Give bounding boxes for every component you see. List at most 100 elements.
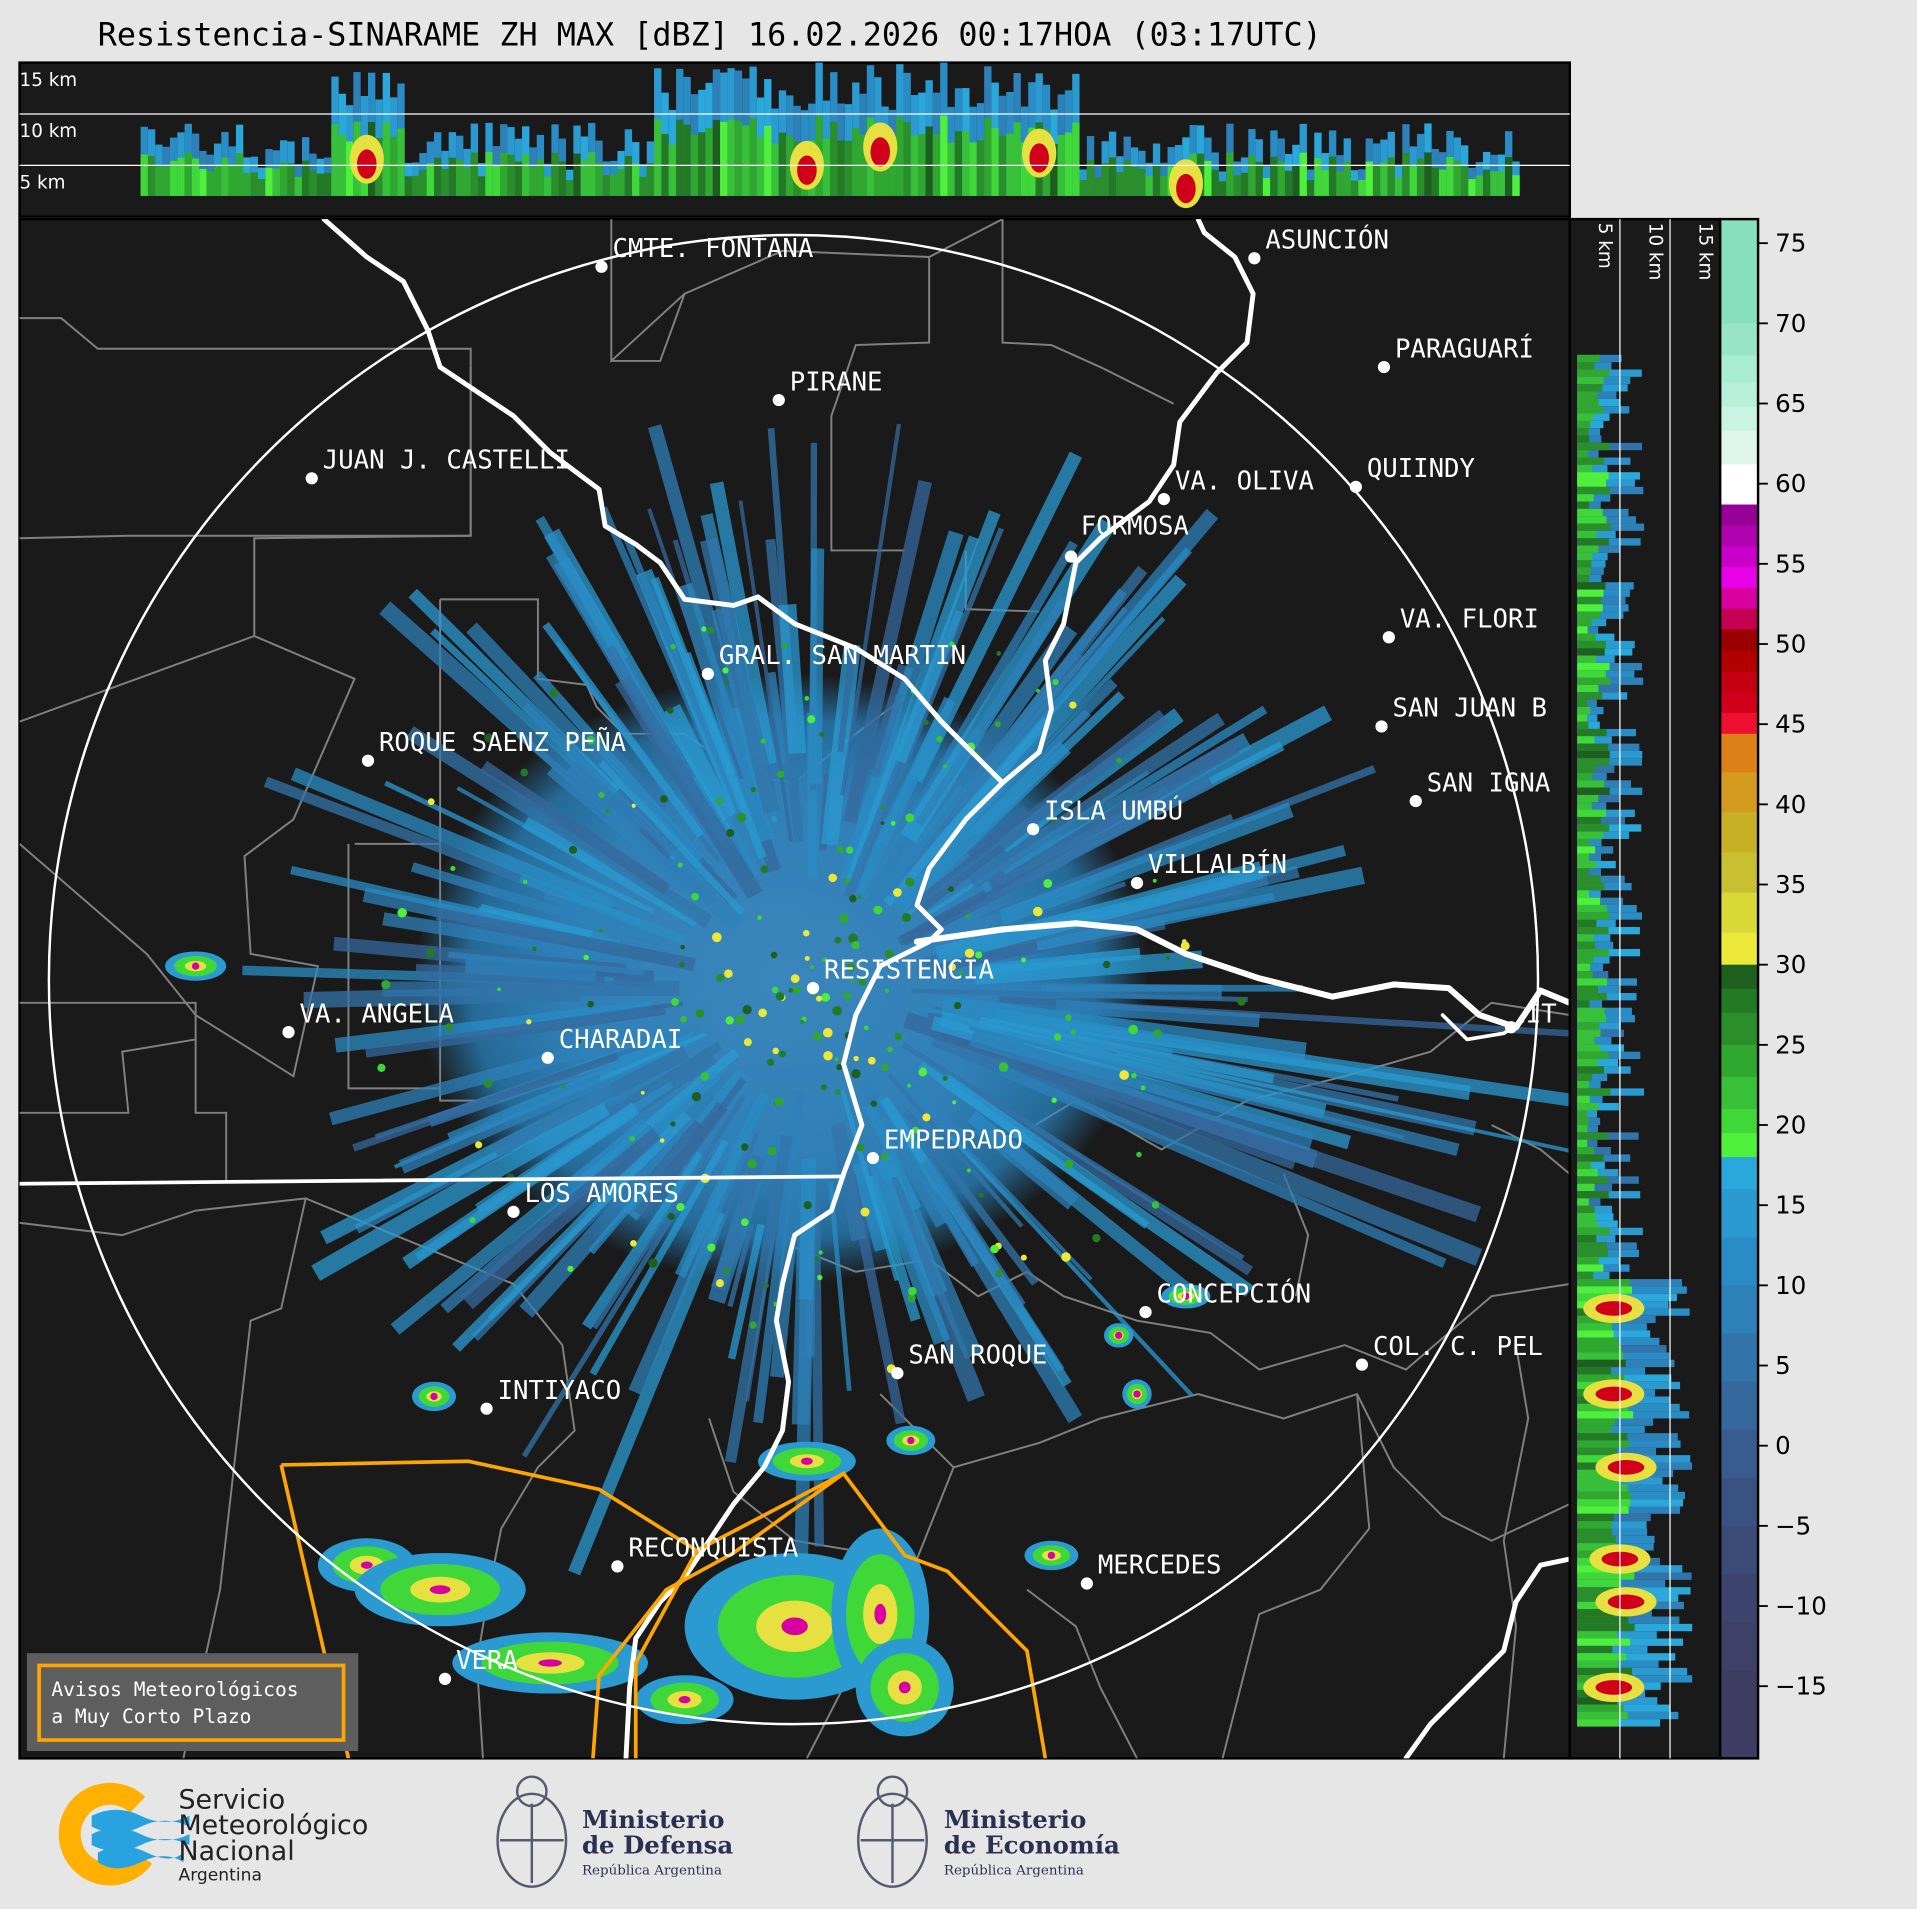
city-marker[interactable]: CONCEPCIÓN (1139, 1277, 1311, 1319)
warning-button[interactable]: Avisos Meteorológicos a Muy Corto Plazo (26, 1653, 359, 1752)
echo-column (617, 168, 625, 196)
height-label-5km: 5 km (20, 173, 66, 194)
city-label: CMTE. FONTANA (613, 234, 814, 264)
echo-cell (604, 808, 610, 814)
echo-streak (859, 1080, 948, 1228)
city-marker[interactable]: QUIINDY (1349, 454, 1475, 493)
echo-row (1577, 1081, 1589, 1089)
colorbar-band (1720, 988, 1759, 1014)
echo-column (199, 168, 207, 196)
echo-row (1577, 1418, 1616, 1426)
city-marker[interactable]: COL. C. PEL (1355, 1332, 1543, 1371)
echo-cell (701, 626, 707, 632)
city-marker[interactable]: RECONQUISTA (611, 1534, 798, 1573)
city-marker[interactable]: SAN JUAN B (1375, 694, 1547, 733)
city-marker[interactable]: MERCEDES (1080, 1551, 1222, 1590)
echo-row (1577, 1154, 1604, 1162)
echo-cell (848, 933, 858, 944)
echo-streak (724, 1134, 793, 1464)
echo-cell (1136, 1151, 1142, 1158)
city-label: LOS AMORES (524, 1179, 678, 1209)
echo-cell (483, 1079, 493, 1088)
storm-core (801, 1457, 813, 1465)
city-marker[interactable]: CHARADAI (541, 1025, 683, 1064)
colorbar-band (1720, 852, 1759, 894)
echo-core (1607, 1460, 1645, 1475)
city-marker[interactable]: LOS AMORES (507, 1179, 679, 1218)
city-marker[interactable]: VILLALBÍN (1130, 848, 1287, 890)
city-marker[interactable]: CMTE. FONTANA (595, 234, 813, 273)
echo-cell (851, 941, 860, 950)
city-marker[interactable]: EMPEDRADO (866, 1125, 1023, 1165)
echo-column (1086, 159, 1095, 196)
city-marker[interactable]: ISLA UMBÚ (1026, 794, 1183, 836)
city-marker[interactable]: ASUNCIÓN (1248, 223, 1389, 265)
echo-column (1079, 180, 1087, 196)
echo-cell (1180, 941, 1190, 951)
echo-row (1577, 1022, 1599, 1030)
city-marker[interactable]: VA. ANGELA (282, 999, 454, 1039)
echo-column (639, 176, 647, 196)
echo-cell (1128, 1024, 1139, 1035)
city-marker[interactable]: ROQUE SAENZ PEÑA (361, 726, 626, 767)
city-marker[interactable]: PIRANE (772, 367, 883, 407)
echo-column (903, 122, 911, 196)
echo-column (954, 131, 963, 196)
echo-streak (352, 1052, 619, 1152)
echo-column (566, 180, 574, 196)
echo-row (1577, 472, 1640, 480)
echo-row (1577, 1169, 1619, 1177)
echo-streak (808, 548, 825, 784)
city-marker[interactable]: PARAGUARÍ (1377, 332, 1534, 374)
city-marker[interactable]: SAN ROQUE (891, 1340, 1047, 1380)
echo-column (668, 144, 677, 196)
side-height-label-10km: 10 km (1644, 223, 1665, 281)
echo-cell (942, 1075, 948, 1081)
echo-cell (1043, 878, 1053, 889)
city-marker[interactable]: VA. FLORI (1382, 604, 1539, 644)
echo-core (797, 155, 817, 185)
echo-cell (549, 688, 559, 697)
echo-streak (840, 423, 902, 796)
city-marker[interactable]: VA. OLIVA (1157, 466, 1314, 506)
echo-cell (667, 707, 674, 714)
city-marker[interactable]: FORMOSA (1064, 512, 1189, 563)
city-marker[interactable]: GRAL. SAN MARTIN (701, 641, 966, 681)
city-marker[interactable]: VERA (438, 1646, 518, 1685)
city-marker[interactable]: RESISTENCIA (806, 955, 994, 995)
echo-column (279, 162, 288, 196)
echo-cell (381, 980, 391, 990)
echo-column (1328, 156, 1337, 196)
echo-row (1577, 1176, 1639, 1184)
city-dot (541, 1051, 554, 1064)
echo-column (1262, 178, 1271, 196)
city-dot (1382, 631, 1395, 644)
echo-row (1577, 420, 1591, 429)
echo-cell (953, 1001, 962, 1010)
echo-cell (1053, 1033, 1062, 1041)
echo-cell (695, 1009, 705, 1018)
echo-cell (691, 1091, 702, 1102)
echo-streak (901, 1042, 1245, 1261)
echo-cell (680, 944, 685, 950)
colorbar-band (1720, 587, 1759, 610)
echo-cell (834, 1089, 841, 1096)
echo-row (1577, 1022, 1621, 1030)
city-marker[interactable]: JUAN J. CASTELLI (305, 446, 570, 485)
echo-column (434, 157, 442, 196)
city-marker[interactable]: IT (1504, 999, 1557, 1034)
colorbar-band (1720, 504, 1759, 526)
echo-row (1577, 846, 1596, 854)
echo-cell (836, 1064, 843, 1071)
city-marker[interactable]: INTIYACO (480, 1376, 621, 1415)
colorbar-band (1720, 671, 1759, 693)
storm-core (360, 1561, 373, 1569)
echo-column (1504, 157, 1513, 196)
radar-map[interactable]: CMTE. FONTANA ASUNCIÓN PIRANE PARAGUARÍ JUAN… (18, 217, 1673, 1760)
colorbar-band (1720, 1381, 1759, 1431)
echo-streak (546, 766, 643, 848)
echo-cell (726, 828, 735, 837)
colorbar-band (1720, 1429, 1759, 1479)
echo-cell (870, 1100, 878, 1107)
city-marker[interactable]: SAN IGNA (1409, 768, 1551, 808)
